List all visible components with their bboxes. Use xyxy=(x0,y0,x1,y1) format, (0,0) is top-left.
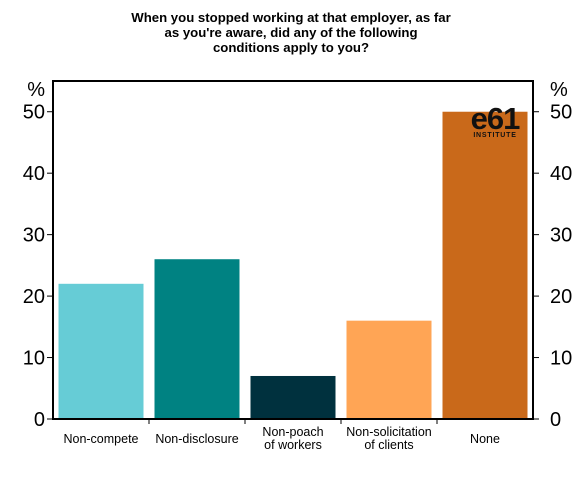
chart-title-line: When you stopped working at that employe… xyxy=(131,10,450,25)
bars xyxy=(58,111,528,419)
chart-title-line: conditions apply to you? xyxy=(213,40,369,55)
chart-title-line: as you're aware, did any of the followin… xyxy=(164,25,417,40)
y-tick-label-right: 40 xyxy=(550,163,572,185)
y-tick-label-left: 10 xyxy=(23,348,45,370)
y-axis-right: 0 10 20 30 40 50% xyxy=(533,79,572,431)
e61-logo: e61 INSTITUTE xyxy=(471,101,521,139)
y-axis-left: 0 10 20 30 40 50% xyxy=(23,79,53,431)
bar xyxy=(346,320,432,419)
y-tick-label-left: 20 xyxy=(23,286,45,308)
y-tick-label-left: 30 xyxy=(23,225,45,247)
y-tick-label-right: 50 xyxy=(550,102,572,124)
x-category-label: of workers xyxy=(264,438,322,452)
bar xyxy=(58,283,144,419)
y-tick-label-right: 30 xyxy=(550,225,572,247)
y-tick-label-right: 20 xyxy=(550,286,572,308)
y-tick-label-left: 0 xyxy=(34,409,45,431)
bar xyxy=(442,111,528,419)
x-category-label: Non-poach xyxy=(262,425,323,439)
x-category-label: Non-compete xyxy=(63,432,138,446)
chart-title: When you stopped working at that employe… xyxy=(131,10,450,55)
x-ticks xyxy=(148,419,438,424)
logo-subtitle: INSTITUTE xyxy=(473,132,516,139)
plot-frame xyxy=(52,80,534,420)
x-category-label: None xyxy=(470,432,500,446)
y-tick-label-left: 50 xyxy=(23,102,45,124)
y-tick-label-right: 10 xyxy=(550,348,572,370)
y-unit-label-right: % xyxy=(550,79,568,101)
bar xyxy=(250,375,336,419)
x-category-label: Non-disclosure xyxy=(155,432,238,446)
y-unit-label-left: % xyxy=(27,79,45,101)
logo-wordmark: e61 xyxy=(471,101,520,136)
x-category-label: Non-solicitation xyxy=(346,425,432,439)
y-tick-label-right: 0 xyxy=(550,409,561,431)
y-tick-label-left: 40 xyxy=(23,163,45,185)
x-category-label: of clients xyxy=(364,438,413,452)
bar xyxy=(154,259,240,419)
